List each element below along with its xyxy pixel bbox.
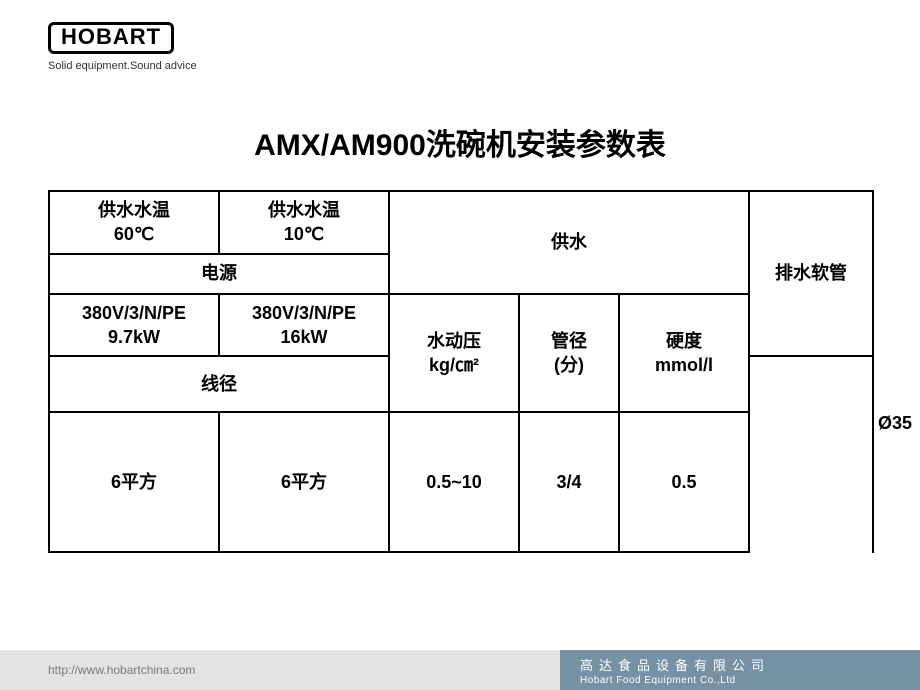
- cell-supply: 供水: [389, 191, 749, 294]
- cell-pipe-val: 3/4: [519, 412, 619, 552]
- line1: 380V/3/N/PE: [82, 303, 186, 323]
- label: 管径: [551, 331, 587, 351]
- cell-pipe-label: 管径 (分): [519, 294, 619, 413]
- page-title: AMX/AM900洗碗机安装参数表: [0, 120, 920, 164]
- cell-hardness-val: 0.5: [619, 412, 749, 552]
- label: 供水水温: [98, 200, 170, 220]
- cell-power-b: 380V/3/N/PE 16kW: [219, 294, 389, 357]
- cell-wire-b: 6平方: [219, 412, 389, 552]
- cell-power-a: 380V/3/N/PE 9.7kW: [49, 294, 219, 357]
- label: 供水水温: [268, 200, 340, 220]
- unit: mmol/l: [655, 355, 713, 375]
- cell-water-temp-10: 供水水温 10℃: [219, 191, 389, 254]
- spec-table: 供水水温 60℃ 供水水温 10℃ 供水 排水软管 电源 380V/3/N/PE…: [48, 190, 872, 553]
- cell-wire-label: 线径: [49, 356, 389, 412]
- cell-pressure-val: 0.5~10: [389, 412, 519, 552]
- footer-right: 高达食品设备有限公司 Hobart Food Equipment Co.,Ltd: [560, 650, 920, 690]
- label: 水动压: [427, 331, 481, 351]
- footer: http://www.hobartchina.com 高达食品设备有限公司 Ho…: [0, 650, 920, 690]
- cell-drain-label: 排水软管: [749, 191, 873, 356]
- cell-wire-a: 6平方: [49, 412, 219, 552]
- company-cn: 高达食品设备有限公司: [580, 655, 920, 674]
- logo: HOBART: [48, 22, 174, 54]
- label: 硬度: [666, 331, 702, 351]
- unit: (分): [554, 355, 584, 375]
- tagline: Solid equipment.Sound advice: [48, 60, 197, 72]
- footer-url: http://www.hobartchina.com: [48, 663, 195, 677]
- cell-pressure-label: 水动压 kg/㎝²: [389, 294, 519, 413]
- line1: 380V/3/N/PE: [252, 303, 356, 323]
- line2: 9.7kW: [108, 327, 160, 347]
- value: 10℃: [284, 224, 324, 244]
- page: HOBART Solid equipment.Sound advice AMX/…: [0, 0, 920, 690]
- line2: 16kW: [280, 327, 327, 347]
- value: 60℃: [114, 224, 154, 244]
- cell-hardness-label: 硬度 mmol/l: [619, 294, 749, 413]
- unit: kg/㎝²: [429, 355, 479, 375]
- cell-power-label: 电源: [49, 254, 389, 294]
- header: HOBART Solid equipment.Sound advice: [48, 22, 197, 72]
- cell-water-temp-60: 供水水温 60℃: [49, 191, 219, 254]
- company-en: Hobart Food Equipment Co.,Ltd: [580, 675, 920, 686]
- footer-left: http://www.hobartchina.com: [0, 650, 560, 690]
